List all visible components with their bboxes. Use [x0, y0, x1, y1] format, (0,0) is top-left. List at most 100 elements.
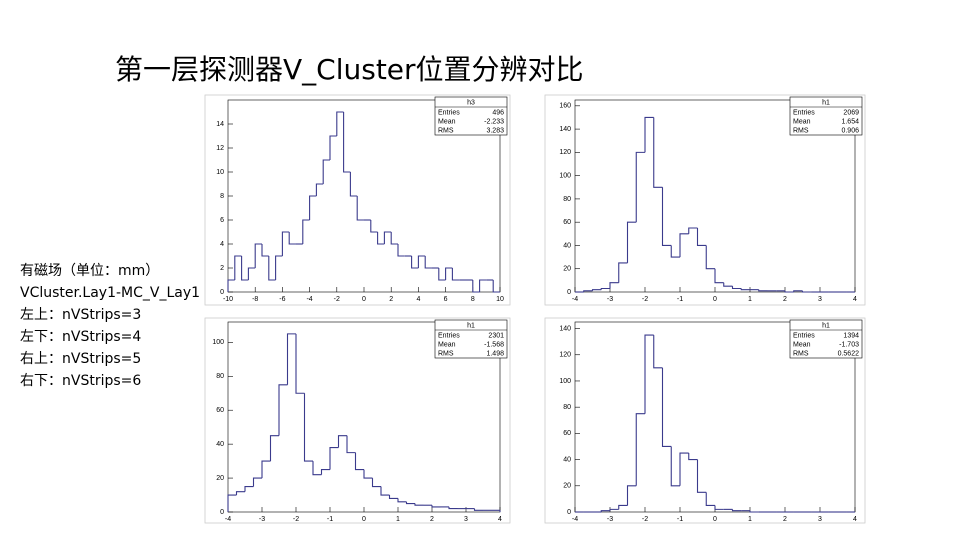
stats-value: 0.5622 [838, 350, 860, 357]
y-tick-label: 2 [220, 265, 224, 272]
histogram-bin [731, 509, 742, 512]
histogram-bin [626, 485, 637, 506]
notes: 有磁场（单位：mm） VCluster.Lay1-MC_V_Lay1 左上：nV… [20, 260, 200, 392]
histogram-bin [315, 183, 324, 196]
slide-title: 第一层探测器V_Cluster位置分辨对比 [115, 53, 584, 86]
histogram-bin [302, 219, 310, 244]
x-tick-label: -1 [677, 296, 683, 303]
y-tick-label: 40 [216, 441, 224, 448]
stats-label: Mean [793, 341, 811, 348]
histogram-bin [309, 195, 317, 220]
stats-value: 0.906 [841, 127, 859, 134]
y-tick-label: 140 [559, 126, 571, 133]
stats-name: h1 [822, 99, 830, 106]
histogram-bin [472, 280, 480, 293]
stats-value: -2.233 [484, 118, 504, 125]
x-tick-label: -10 [223, 296, 233, 303]
x-tick-label: -2 [642, 296, 648, 303]
y-tick-label: 20 [216, 475, 224, 482]
stats-value: 496 [492, 109, 504, 116]
x-tick-label: 8 [471, 296, 475, 303]
histogram-bin [295, 333, 305, 394]
stats-value: 2069 [843, 109, 859, 116]
histogram-bin [380, 486, 390, 496]
histogram-bin [397, 498, 407, 503]
histogram-bin [254, 243, 262, 268]
stats-name: h1 [467, 322, 475, 329]
histogram-bin [591, 289, 602, 291]
note: VCluster.Lay1-MC_V_Lay1 [20, 285, 201, 301]
histogram-bin [329, 135, 337, 160]
x-tick-label: -3 [607, 516, 613, 523]
histogram-bin [635, 413, 645, 486]
histogram-bin [714, 268, 724, 284]
x-tick-label: -6 [279, 296, 285, 303]
stats-value: 1.654 [841, 118, 859, 125]
y-tick-label: 4 [220, 241, 224, 248]
histogram-bin [758, 289, 768, 292]
histogram-bin [371, 478, 381, 488]
histogram-bin [445, 267, 453, 280]
stats-value: 2301 [488, 332, 504, 339]
y-tick-label: 0 [567, 289, 571, 296]
x-tick-label: 0 [362, 516, 366, 523]
y-tick-label: 6 [220, 217, 224, 224]
stats-name: h3 [467, 99, 475, 106]
x-tick-label: 0 [362, 296, 366, 303]
histogram-bin [377, 232, 385, 245]
x-tick-label: 6 [444, 296, 448, 303]
y-tick-label: 20 [563, 483, 571, 490]
x-tick-label: -4 [225, 516, 231, 523]
histogram-bin [414, 503, 424, 506]
histogram-bin [749, 510, 759, 513]
x-tick-label: 3 [818, 296, 822, 303]
note: 左下：nVStrips=4 [20, 329, 142, 345]
histogram-bin [411, 256, 419, 269]
histogram-bin [448, 506, 458, 510]
x-tick-label: -4 [572, 296, 578, 303]
stats-label: RMS [438, 127, 454, 134]
x-tick-label: 0 [713, 516, 717, 523]
histogram-bin [227, 279, 235, 292]
stats-label: Mean [793, 118, 811, 125]
histogram-bin [583, 290, 593, 292]
y-tick-label: 0 [567, 509, 571, 516]
x-tick-label: -2 [642, 516, 648, 523]
histogram-bin [337, 435, 347, 448]
histogram-bin [320, 469, 330, 475]
histogram-bin [356, 196, 364, 221]
stats-box [434, 319, 508, 359]
note: 右下：nVStrips=6 [20, 373, 142, 389]
histogram-bin [473, 508, 483, 511]
histogram-bin [618, 504, 628, 510]
y-tick-label: 10 [216, 169, 224, 176]
histogram-bin [286, 333, 296, 385]
x-tick-label: 4 [416, 296, 420, 303]
histogram-bin [431, 505, 441, 508]
x-tick-label: -2 [293, 516, 299, 523]
histogram-bin [600, 287, 610, 290]
histogram-bin [688, 227, 698, 234]
y-tick-label: 120 [559, 149, 571, 156]
stats-box [789, 319, 863, 359]
stats-box [789, 96, 863, 136]
histogram-bin [383, 231, 392, 244]
histogram-bin [370, 220, 378, 233]
histogram-bin [451, 268, 460, 281]
histogram-bin [281, 231, 290, 256]
stats-box [434, 96, 508, 136]
histogram-bin [479, 279, 487, 292]
histogram-bin [261, 460, 271, 479]
histogram-bin [653, 335, 663, 369]
note: 有磁场（单位：mm） [20, 263, 160, 279]
stats-label: Entries [793, 109, 815, 116]
x-tick-label: 2 [430, 516, 434, 523]
stats-label: RMS [793, 127, 809, 134]
histogram-bin [679, 452, 689, 486]
y-tick-label: 12 [216, 145, 224, 152]
y-tick-label: 80 [563, 196, 571, 203]
y-tick-label: 0 [220, 289, 224, 296]
y-tick-label: 100 [559, 172, 571, 179]
stats-label: Mean [438, 341, 456, 348]
stats-name: h1 [822, 322, 830, 329]
